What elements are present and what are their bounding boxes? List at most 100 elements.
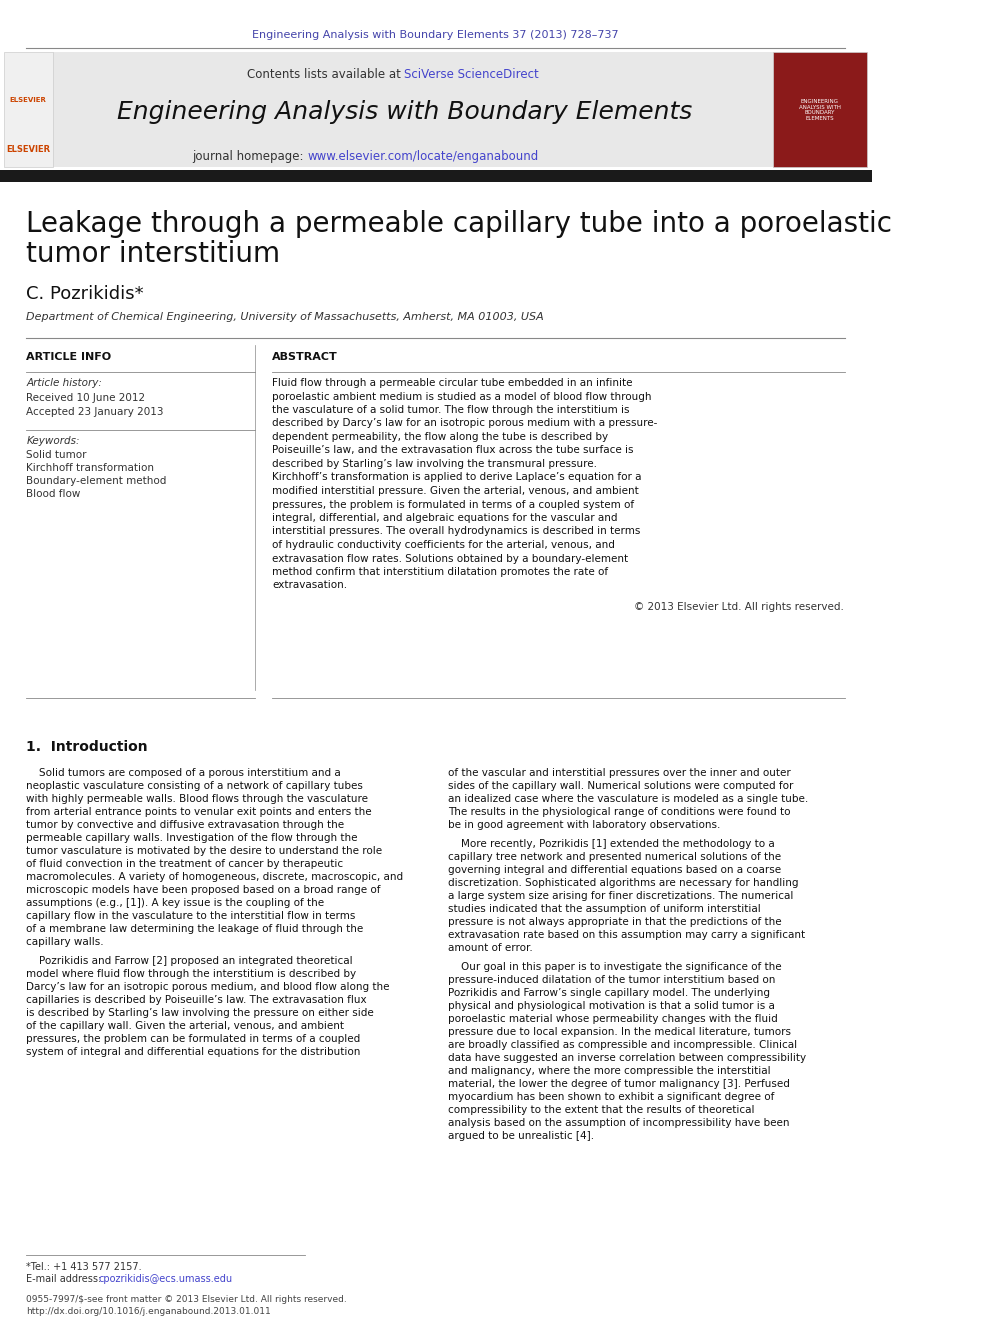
Text: ELSEVIER: ELSEVIER [6,146,51,153]
Text: capillary walls.: capillary walls. [27,937,104,947]
Text: ENGINEERING
ANALYSIS WITH
BOUNDARY
ELEMENTS: ENGINEERING ANALYSIS WITH BOUNDARY ELEME… [799,99,840,122]
Text: Leakage through a permeable capillary tube into a poroelastic: Leakage through a permeable capillary tu… [27,210,893,238]
Text: extravasation rate based on this assumption may carry a significant: extravasation rate based on this assumpt… [448,930,806,941]
Bar [53,52,773,167]
Text: capillary tree network and presented numerical solutions of the: capillary tree network and presented num… [448,852,782,863]
Text: sides of the capillary wall. Numerical solutions were computed for: sides of the capillary wall. Numerical s… [448,781,794,791]
Text: tumor by convective and diffusive extravasation through the: tumor by convective and diffusive extrav… [27,820,344,830]
Text: Our goal in this paper is to investigate the significance of the: Our goal in this paper is to investigate… [448,962,782,972]
Text: Poiseuille’s law, and the extravasation flux across the tube surface is: Poiseuille’s law, and the extravasation … [273,446,634,455]
Text: The results in the physiological range of conditions were found to: The results in the physiological range o… [448,807,791,818]
Text: pressure is not always appropriate in that the predictions of the: pressure is not always appropriate in th… [448,917,782,927]
Text: interstitial pressures. The overall hydrodynamics is described in terms: interstitial pressures. The overall hydr… [273,527,641,537]
Text: pressure due to local expansion. In the medical literature, tumors: pressure due to local expansion. In the … [448,1027,791,1037]
Text: myocardium has been shown to exhibit a significant degree of: myocardium has been shown to exhibit a s… [448,1091,775,1102]
Text: pressures, the problem can be formulated in terms of a coupled: pressures, the problem can be formulated… [27,1035,361,1044]
Text: modified interstitial pressure. Given the arterial, venous, and ambient: modified interstitial pressure. Given th… [273,486,639,496]
Text: poroelastic material whose permeability changes with the fluid: poroelastic material whose permeability … [448,1013,778,1024]
Text: Engineering Analysis with Boundary Elements: Engineering Analysis with Boundary Eleme… [116,101,691,124]
Text: of fluid convection in the treatment of cancer by therapeutic: of fluid convection in the treatment of … [27,859,343,869]
Text: described by Darcy’s law for an isotropic porous medium with a pressure-: described by Darcy’s law for an isotropi… [273,418,658,429]
Text: from arterial entrance points to venular exit points and enters the: from arterial entrance points to venular… [27,807,372,818]
Text: capillaries is described by Poiseuille’s law. The extravasation flux: capillaries is described by Poiseuille’s… [27,995,367,1005]
Text: compressibility to the extent that the results of theoretical: compressibility to the extent that the r… [448,1105,755,1115]
Text: described by Starling’s law involving the transmural pressure.: described by Starling’s law involving th… [273,459,597,468]
Text: cpozrikidis@ecs.umass.edu: cpozrikidis@ecs.umass.edu [98,1274,232,1285]
Text: data have suggested an inverse correlation between compressibility: data have suggested an inverse correlati… [448,1053,806,1062]
Text: ABSTRACT: ABSTRACT [273,352,338,363]
Text: ELSEVIER: ELSEVIER [10,97,47,103]
Text: of the capillary wall. Given the arterial, venous, and ambient: of the capillary wall. Given the arteria… [27,1021,344,1031]
Text: analysis based on the assumption of incompressibility have been: analysis based on the assumption of inco… [448,1118,790,1129]
Bar [0,169,872,183]
Text: method confirm that interstitium dilatation promotes the rate of: method confirm that interstitium dilatat… [273,568,608,577]
Text: SciVerse ScienceDirect: SciVerse ScienceDirect [404,67,539,81]
Text: an idealized case where the vasculature is modeled as a single tube.: an idealized case where the vasculature … [448,794,808,804]
Text: system of integral and differential equations for the distribution: system of integral and differential equa… [27,1046,361,1057]
Text: Darcy’s law for an isotropic porous medium, and blood flow along the: Darcy’s law for an isotropic porous medi… [27,982,390,992]
Text: discretization. Sophisticated algorithms are necessary for handling: discretization. Sophisticated algorithms… [448,878,799,888]
Text: extravasation.: extravasation. [273,581,347,590]
Text: macromolecules. A variety of homogeneous, discrete, macroscopic, and: macromolecules. A variety of homogeneous… [27,872,404,882]
Text: poroelastic ambient medium is studied as a model of blood flow through: poroelastic ambient medium is studied as… [273,392,652,401]
Text: More recently, Pozrikidis [1] extended the methodology to a: More recently, Pozrikidis [1] extended t… [448,839,775,849]
Text: physical and physiological motivation is that a solid tumor is a: physical and physiological motivation is… [448,1002,775,1011]
Text: is described by Starling’s law involving the pressure on either side: is described by Starling’s law involving… [27,1008,374,1017]
Text: Solid tumors are composed of a porous interstitium and a: Solid tumors are composed of a porous in… [27,767,341,778]
Text: a large system size arising for finer discretizations. The numerical: a large system size arising for finer di… [448,890,794,901]
Text: Blood flow: Blood flow [27,490,80,499]
Text: 0955-7997/$-see front matter © 2013 Elsevier Ltd. All rights reserved.: 0955-7997/$-see front matter © 2013 Else… [27,1295,347,1304]
Text: of a membrane law determining the leakage of fluid through the: of a membrane law determining the leakag… [27,923,364,934]
Text: tumor interstitium: tumor interstitium [27,239,281,269]
Text: neoplastic vasculature consisting of a network of capillary tubes: neoplastic vasculature consisting of a n… [27,781,363,791]
Text: be in good agreement with laboratory observations.: be in good agreement with laboratory obs… [448,820,720,830]
Text: www.elsevier.com/locate/enganabound: www.elsevier.com/locate/enganabound [308,149,539,163]
Text: governing integral and differential equations based on a coarse: governing integral and differential equa… [448,865,782,875]
Text: Boundary-element method: Boundary-element method [27,476,167,486]
Text: microscopic models have been proposed based on a broad range of: microscopic models have been proposed ba… [27,885,381,894]
Text: Solid tumor: Solid tumor [27,450,87,460]
Text: pressure-induced dilatation of the tumor interstitium based on: pressure-induced dilatation of the tumor… [448,975,776,986]
Text: assumptions (e.g., [1]). A key issue is the coupling of the: assumptions (e.g., [1]). A key issue is … [27,898,324,908]
Text: Pozrikidis and Farrow’s single capillary model. The underlying: Pozrikidis and Farrow’s single capillary… [448,988,770,998]
Text: Received 10 June 2012: Received 10 June 2012 [27,393,146,404]
Text: Department of Chemical Engineering, University of Massachusetts, Amherst, MA 010: Department of Chemical Engineering, Univ… [27,312,544,321]
Text: ARTICLE INFO: ARTICLE INFO [27,352,111,363]
Text: argued to be unrealistic [4].: argued to be unrealistic [4]. [448,1131,594,1140]
Text: Engineering Analysis with Boundary Elements 37 (2013) 728–737: Engineering Analysis with Boundary Eleme… [252,30,619,40]
Text: 1.  Introduction: 1. Introduction [27,740,148,754]
Text: Accepted 23 January 2013: Accepted 23 January 2013 [27,407,164,417]
Text: http://dx.doi.org/10.1016/j.enganabound.2013.01.011: http://dx.doi.org/10.1016/j.enganabound.… [27,1307,271,1316]
Text: of hydraulic conductivity coefficients for the arterial, venous, and: of hydraulic conductivity coefficients f… [273,540,615,550]
Text: capillary flow in the vasculature to the interstitial flow in terms: capillary flow in the vasculature to the… [27,912,356,921]
Text: © 2013 Elsevier Ltd. All rights reserved.: © 2013 Elsevier Ltd. All rights reserved… [634,602,843,613]
Text: are broadly classified as compressible and incompressible. Clinical: are broadly classified as compressible a… [448,1040,798,1050]
Text: permeable capillary walls. Investigation of the flow through the: permeable capillary walls. Investigation… [27,833,358,843]
Text: *Tel.: +1 413 577 2157.: *Tel.: +1 413 577 2157. [27,1262,142,1271]
Text: studies indicated that the assumption of uniform interstitial: studies indicated that the assumption of… [448,904,761,914]
Text: Keywords:: Keywords: [27,437,80,446]
Text: Pozrikidis and Farrow [2] proposed an integrated theoretical: Pozrikidis and Farrow [2] proposed an in… [27,957,353,966]
Text: Kirchhoff’s transformation is applied to derive Laplace’s equation for a: Kirchhoff’s transformation is applied to… [273,472,642,483]
Text: integral, differential, and algebraic equations for the vascular and: integral, differential, and algebraic eq… [273,513,618,523]
Text: E-mail address:: E-mail address: [27,1274,105,1285]
Text: extravasation flow rates. Solutions obtained by a boundary-element: extravasation flow rates. Solutions obta… [273,553,629,564]
Bar [4,52,53,167]
Text: Fluid flow through a permeable circular tube embedded in an infinite: Fluid flow through a permeable circular … [273,378,633,388]
Text: tumor vasculature is motivated by the desire to understand the role: tumor vasculature is motivated by the de… [27,845,383,856]
Text: the vasculature of a solid tumor. The flow through the interstitium is: the vasculature of a solid tumor. The fl… [273,405,630,415]
Bar [773,52,867,167]
Text: dependent permeability, the flow along the tube is described by: dependent permeability, the flow along t… [273,433,608,442]
Text: C. Pozrikidis*: C. Pozrikidis* [27,284,144,303]
Text: journal homepage:: journal homepage: [192,149,308,163]
Text: of the vascular and interstitial pressures over the inner and outer: of the vascular and interstitial pressur… [448,767,791,778]
Text: Contents lists available at: Contents lists available at [247,67,404,81]
Text: material, the lower the degree of tumor malignancy [3]. Perfused: material, the lower the degree of tumor … [448,1080,790,1089]
Text: Kirchhoff transformation: Kirchhoff transformation [27,463,155,474]
Text: Article history:: Article history: [27,378,102,388]
Text: with highly permeable walls. Blood flows through the vasculature: with highly permeable walls. Blood flows… [27,794,368,804]
Text: model where fluid flow through the interstitium is described by: model where fluid flow through the inter… [27,968,356,979]
Text: pressures, the problem is formulated in terms of a coupled system of: pressures, the problem is formulated in … [273,500,635,509]
Text: and malignancy, where the more compressible the interstitial: and malignancy, where the more compressi… [448,1066,771,1076]
Text: amount of error.: amount of error. [448,943,533,953]
